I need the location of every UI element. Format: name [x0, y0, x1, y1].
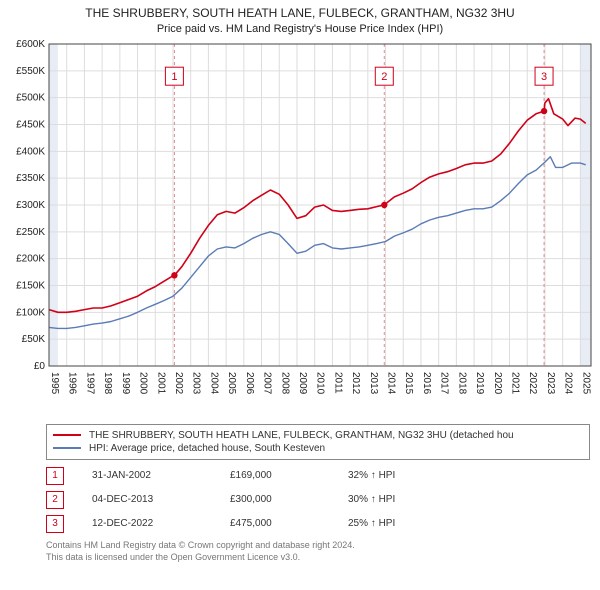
svg-text:2013: 2013 [368, 372, 379, 395]
marker-price: £169,000 [230, 470, 320, 481]
legend-swatch [53, 447, 81, 449]
svg-text:2000: 2000 [138, 372, 149, 395]
svg-text:2019: 2019 [474, 372, 485, 395]
svg-text:2007: 2007 [262, 372, 273, 395]
svg-text:2014: 2014 [386, 372, 397, 395]
svg-text:2025: 2025 [580, 372, 591, 395]
svg-text:2012: 2012 [350, 372, 361, 395]
svg-text:£100K: £100K [16, 307, 45, 318]
legend-row: THE SHRUBBERY, SOUTH HEATH LANE, FULBECK… [53, 429, 583, 442]
svg-text:£0: £0 [34, 361, 46, 372]
svg-text:2001: 2001 [155, 372, 166, 395]
svg-text:2011: 2011 [332, 372, 343, 394]
svg-text:1999: 1999 [120, 372, 131, 395]
marker-date: 31-JAN-2002 [92, 470, 202, 481]
svg-text:2003: 2003 [191, 372, 202, 395]
marker-row: 1 31-JAN-2002 £169,000 32% ↑ HPI [46, 464, 590, 488]
svg-text:£300K: £300K [16, 200, 45, 211]
legend-label: THE SHRUBBERY, SOUTH HEATH LANE, FULBECK… [89, 430, 514, 441]
svg-text:£500K: £500K [16, 93, 45, 104]
svg-text:1: 1 [171, 71, 177, 83]
marker-hpi: 32% ↑ HPI [348, 470, 438, 481]
marker-date: 04-DEC-2013 [92, 494, 202, 505]
marker-date: 12-DEC-2022 [92, 518, 202, 529]
svg-text:£200K: £200K [16, 254, 45, 265]
svg-text:2022: 2022 [527, 372, 538, 395]
legend-label: HPI: Average price, detached house, Sout… [89, 443, 325, 454]
marker-hpi: 25% ↑ HPI [348, 518, 438, 529]
svg-text:£600K: £600K [16, 39, 45, 50]
svg-text:2008: 2008 [279, 372, 290, 395]
marker-number-box: 1 [46, 467, 64, 485]
svg-text:£150K: £150K [16, 280, 45, 291]
chart-subtitle: Price paid vs. HM Land Registry's House … [4, 22, 596, 36]
svg-text:2021: 2021 [510, 372, 521, 395]
svg-text:2: 2 [381, 71, 387, 83]
svg-text:£250K: £250K [16, 227, 45, 238]
svg-text:2006: 2006 [244, 372, 255, 395]
footer-line-1: Contains HM Land Registry data © Crown c… [46, 540, 590, 552]
svg-text:2016: 2016 [421, 372, 432, 395]
svg-text:1997: 1997 [84, 372, 95, 395]
svg-text:2017: 2017 [439, 372, 450, 395]
marker-number-box: 3 [46, 515, 64, 533]
svg-text:2009: 2009 [297, 372, 308, 395]
legend-row: HPI: Average price, detached house, Sout… [53, 442, 583, 455]
svg-text:1998: 1998 [102, 372, 113, 395]
chart-svg: £0 £50K £100K £150K £200K £250K £300K £350K £400… [3, 38, 597, 418]
chart-title: THE SHRUBBERY, SOUTH HEATH LANE, FULBECK… [4, 6, 596, 22]
legend-swatch [53, 434, 81, 436]
chart: £0 £50K £100K £150K £200K £250K £300K £350K £400… [3, 38, 597, 418]
svg-text:1995: 1995 [49, 372, 60, 395]
marker-number-box: 2 [46, 491, 64, 509]
marker-hpi: 30% ↑ HPI [348, 494, 438, 505]
footer: Contains HM Land Registry data © Crown c… [46, 540, 590, 563]
svg-text:2004: 2004 [208, 372, 219, 395]
svg-text:£550K: £550K [16, 66, 45, 77]
svg-text:£400K: £400K [16, 146, 45, 157]
svg-text:2010: 2010 [315, 372, 326, 395]
marker-row: 2 04-DEC-2013 £300,000 30% ↑ HPI [46, 488, 590, 512]
svg-text:3: 3 [541, 71, 547, 83]
marker-table: 1 31-JAN-2002 £169,000 32% ↑ HPI 2 04-DEC-201… [46, 464, 590, 536]
marker-price: £475,000 [230, 518, 320, 529]
svg-text:2005: 2005 [226, 372, 237, 395]
legend: THE SHRUBBERY, SOUTH HEATH LANE, FULBECK… [46, 424, 590, 460]
svg-text:2020: 2020 [492, 372, 503, 395]
svg-text:1996: 1996 [67, 372, 78, 395]
footer-line-2: This data is licensed under the Open Gov… [46, 552, 590, 564]
marker-row: 3 12-DEC-2022 £475,000 25% ↑ HPI [46, 512, 590, 536]
svg-text:£50K: £50K [22, 334, 46, 345]
svg-text:2024: 2024 [563, 372, 574, 395]
svg-text:2023: 2023 [545, 372, 556, 395]
svg-text:2002: 2002 [173, 372, 184, 395]
svg-text:£350K: £350K [16, 173, 45, 184]
title-block: THE SHRUBBERY, SOUTH HEATH LANE, FULBECK… [0, 0, 600, 38]
svg-text:2015: 2015 [403, 372, 414, 395]
marker-price: £300,000 [230, 494, 320, 505]
svg-text:2018: 2018 [456, 372, 467, 395]
svg-text:£450K: £450K [16, 119, 45, 130]
